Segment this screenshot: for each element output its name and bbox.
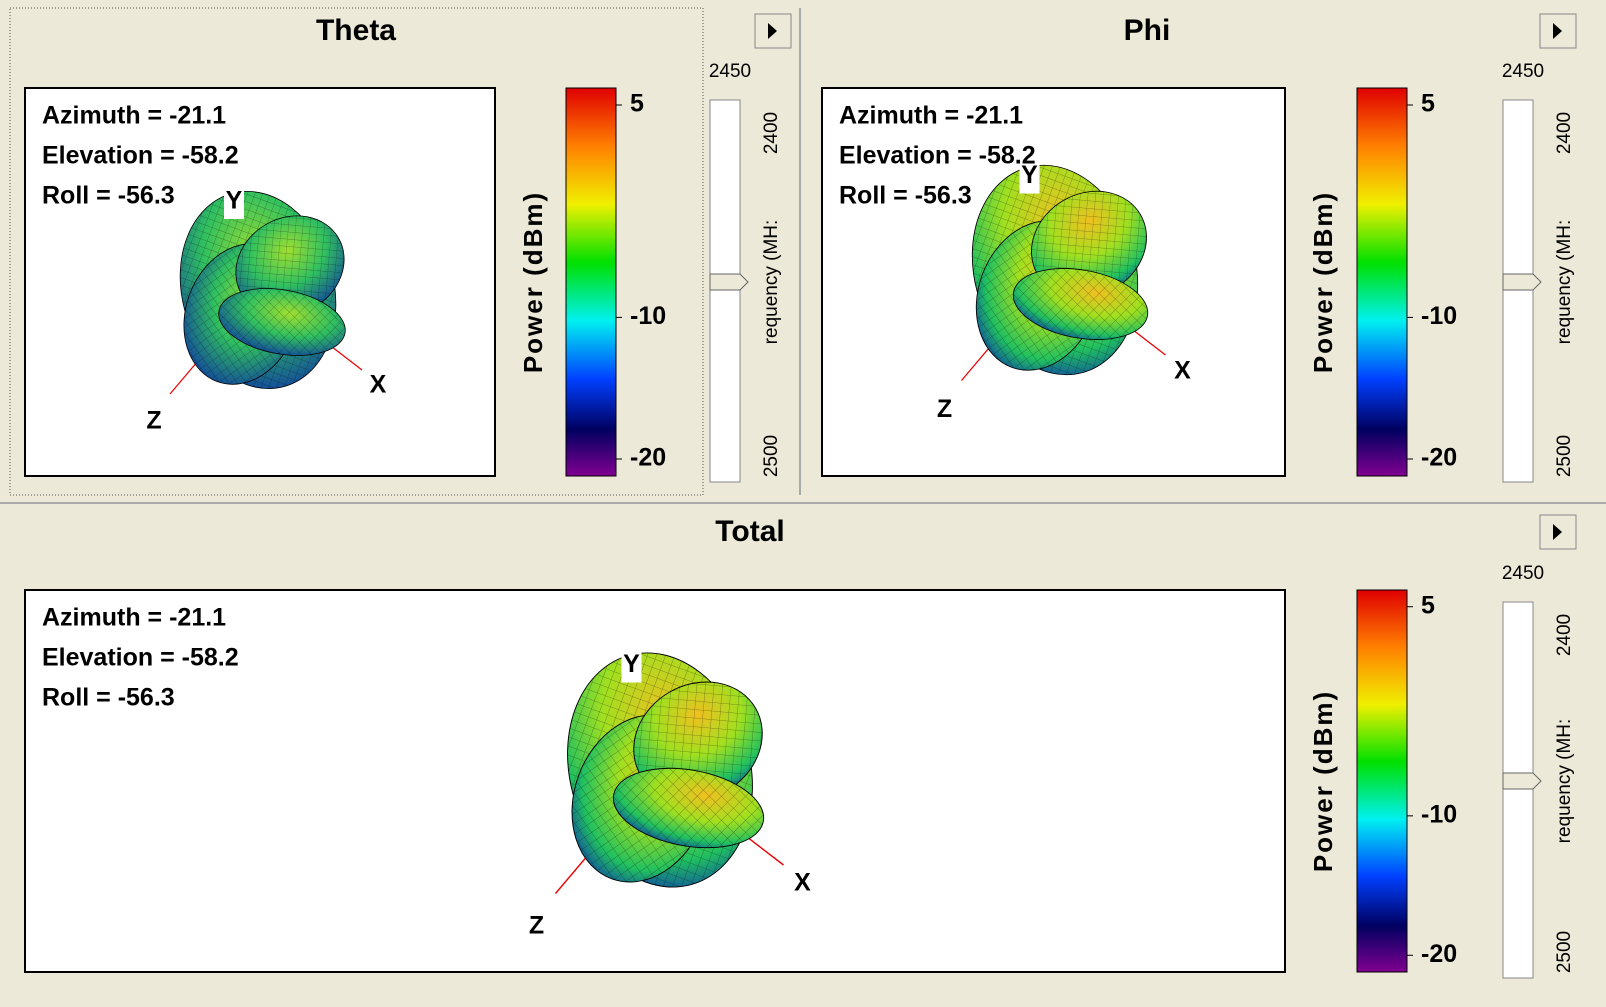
slider-min: 2400 bbox=[1554, 614, 1575, 656]
axis-label: Y bbox=[226, 187, 243, 215]
orientation-info: Azimuth = -21.1 bbox=[839, 102, 1023, 130]
orientation-info: Azimuth = -21.1 bbox=[42, 102, 226, 130]
colorbar-tick-label: -10 bbox=[1421, 800, 1457, 828]
slider-track bbox=[1502, 601, 1534, 979]
colorbar-tick-label: -10 bbox=[630, 302, 666, 330]
slider-track bbox=[1502, 99, 1534, 483]
lobe-mesh bbox=[613, 768, 764, 848]
colorbar-tick-label: -20 bbox=[630, 444, 666, 472]
colorbar-label: Power (dBm) bbox=[1308, 690, 1338, 872]
panel-title: Total bbox=[715, 515, 784, 548]
slider-axis-label: requency (MH: bbox=[761, 220, 782, 345]
orientation-info: Elevation = -58.2 bbox=[42, 644, 239, 672]
colorbar-label: Power (dBm) bbox=[1308, 191, 1338, 373]
slider-value: 2450 bbox=[709, 61, 751, 82]
colorbar-tick-label: -20 bbox=[1421, 444, 1457, 472]
slider-min: 2400 bbox=[761, 112, 782, 154]
colorbar bbox=[565, 87, 617, 477]
axis-label: Y bbox=[1021, 161, 1038, 189]
slider-thumb[interactable] bbox=[1502, 772, 1542, 790]
play-icon bbox=[1553, 23, 1562, 39]
colorbar-tick-label: -20 bbox=[1421, 940, 1457, 968]
slider-axis-label: requency (MH: bbox=[1554, 719, 1575, 844]
orientation-info: Roll = -56.3 bbox=[839, 182, 972, 210]
axis-label: X bbox=[370, 371, 387, 399]
radiation-pattern bbox=[169, 191, 363, 395]
play-icon bbox=[768, 23, 777, 39]
colorbar bbox=[1356, 589, 1408, 973]
colorbar-tick-label: 5 bbox=[630, 90, 644, 118]
colorbar-tick-label: 5 bbox=[1421, 90, 1435, 118]
orientation-info: Elevation = -58.2 bbox=[42, 142, 239, 170]
slider-max: 2500 bbox=[1554, 931, 1575, 973]
slider-axis-label: requency (MH: bbox=[1554, 220, 1575, 345]
panel-title: Phi bbox=[1124, 14, 1171, 47]
axis-label: Z bbox=[146, 407, 161, 435]
axis-label: Z bbox=[937, 395, 952, 423]
slider-thumb[interactable] bbox=[709, 273, 749, 291]
colorbar-label: Power (dBm) bbox=[518, 191, 548, 373]
slider-max: 2500 bbox=[761, 435, 782, 477]
orientation-info: Elevation = -58.2 bbox=[839, 142, 1036, 170]
slider-max: 2500 bbox=[1554, 435, 1575, 477]
orientation-info: Azimuth = -21.1 bbox=[42, 604, 226, 632]
play-icon bbox=[1553, 524, 1562, 540]
colorbar-tick-label: -10 bbox=[1421, 302, 1457, 330]
colorbar-tick-label: 5 bbox=[1421, 591, 1435, 619]
axis-label-box bbox=[224, 185, 244, 219]
slider-thumb[interactable] bbox=[1502, 273, 1542, 291]
slider-value: 2450 bbox=[1502, 563, 1544, 584]
radiation-pattern bbox=[961, 164, 1166, 381]
radiation-pattern bbox=[554, 652, 784, 894]
orientation-info: Roll = -56.3 bbox=[42, 684, 175, 712]
slider-track bbox=[709, 99, 741, 483]
axis-label: X bbox=[794, 869, 811, 897]
axis-label-box bbox=[1019, 159, 1040, 194]
axis-label: Z bbox=[529, 911, 544, 939]
axis-label-box bbox=[621, 648, 642, 683]
colorbar bbox=[1356, 87, 1408, 477]
lobe-mesh bbox=[1013, 268, 1148, 340]
panel-focus bbox=[9, 7, 704, 496]
slider-value: 2450 bbox=[1502, 61, 1544, 82]
axis-label: Y bbox=[623, 650, 640, 678]
slider-min: 2400 bbox=[1554, 112, 1575, 154]
panel-title: Theta bbox=[316, 14, 396, 47]
orientation-info: Roll = -56.3 bbox=[42, 182, 175, 210]
lobe-mesh bbox=[218, 288, 346, 356]
axis-label: X bbox=[1174, 357, 1191, 385]
